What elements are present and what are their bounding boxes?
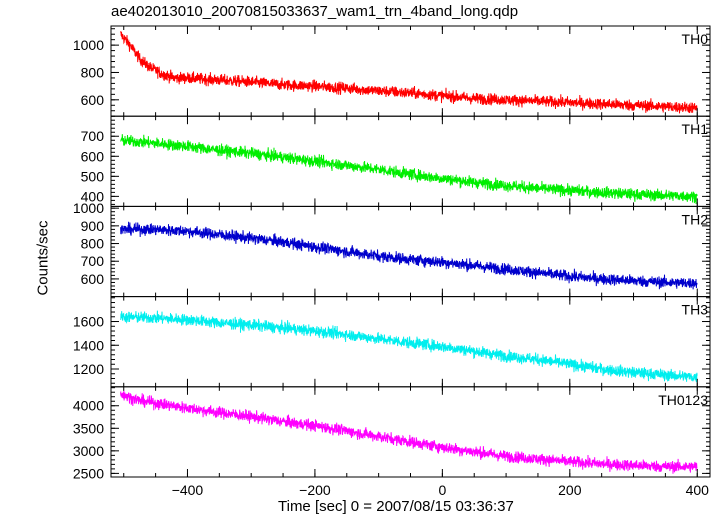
y-tick-label-th2: 1000 <box>73 200 104 216</box>
panel-label-th3: TH3 <box>682 302 709 318</box>
y-tick-label-th0123: 2500 <box>73 465 104 481</box>
y-tick-label-th1: 500 <box>81 168 105 184</box>
y-tick-label-th0123: 3500 <box>73 420 104 436</box>
y-tick-label-th2: 800 <box>81 236 105 252</box>
x-tick-label: −200 <box>299 482 331 498</box>
y-tick-label-th0: 800 <box>81 64 105 80</box>
x-tick-label: 200 <box>558 482 582 498</box>
chart-title: ae402013010_20070815033637_wam1_trn_4ban… <box>111 3 519 20</box>
x-axis-label: Time [sec] 0 = 2007/08/15 03:36:37 <box>278 498 514 515</box>
series-line-th0 <box>120 31 698 114</box>
y-tick-label-th1: 700 <box>81 128 105 144</box>
y-tick-label-th0: 600 <box>81 92 105 108</box>
y-tick-label-th3: 1400 <box>73 337 104 353</box>
y-tick-label-th0123: 3000 <box>73 443 104 459</box>
y-tick-label-th3: 1600 <box>73 314 104 330</box>
panel-label-th2: TH2 <box>682 211 709 227</box>
y-axis-label: Counts/sec <box>34 220 52 296</box>
x-tick-label: 400 <box>686 482 710 498</box>
series-line-th0123 <box>120 390 698 474</box>
y-tick-label-th3: 1200 <box>73 361 104 377</box>
panel-label-th0: TH0 <box>682 31 709 47</box>
y-tick-label-th2: 700 <box>81 253 105 269</box>
panel-frame-th2 <box>110 205 711 298</box>
panel-frame-th0 <box>110 25 711 117</box>
y-tick-label-th1: 600 <box>81 148 105 164</box>
panel-label-th1: TH1 <box>682 121 709 137</box>
x-tick-label: 0 <box>438 482 446 498</box>
series-line-th1 <box>120 134 698 204</box>
y-tick-label-th0: 1000 <box>73 37 104 53</box>
y-tick-label-th2: 900 <box>81 218 105 234</box>
panel-label-th0123: TH0123 <box>658 392 708 408</box>
series-line-th3 <box>120 310 698 383</box>
y-tick-label-th1: 400 <box>81 188 105 204</box>
series-line-th2 <box>120 221 698 290</box>
y-tick-label-th2: 600 <box>81 271 105 287</box>
x-tick-label: −400 <box>172 482 204 498</box>
y-tick-label-th0123: 4000 <box>73 398 104 414</box>
